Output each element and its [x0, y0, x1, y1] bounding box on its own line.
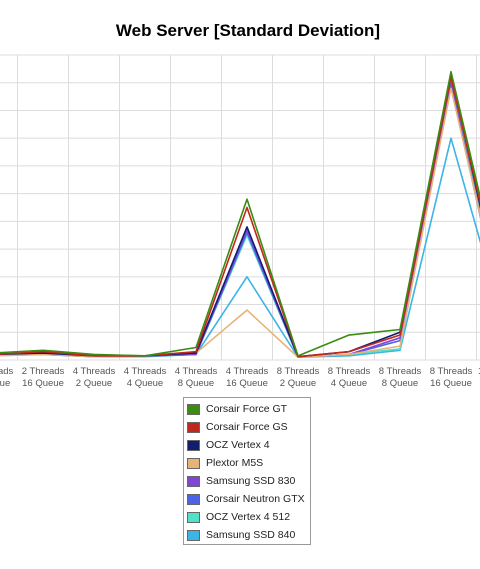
x-tick-label: 2 Threads	[0, 366, 14, 377]
x-tick-label: 8 Threads	[430, 366, 473, 377]
legend-swatch	[187, 403, 200, 415]
chart-legend: Corsair Force GT Corsair Force GS OCZ Vert…	[183, 397, 311, 545]
x-tick-label: 4 Threads	[226, 366, 269, 377]
x-tick-label: 16 Queue	[22, 378, 64, 389]
x-tick-label: 16 Queue	[226, 378, 268, 389]
chart-grid	[0, 54, 480, 361]
series-lines	[0, 70, 480, 359]
x-tick-label: 8 Threads	[277, 366, 320, 377]
legend-item[interactable]: OCZ Vertex 4 512	[187, 508, 307, 526]
x-tick-label: 2 Queue	[0, 378, 10, 389]
legend-label: Corsair Force GS	[206, 421, 288, 433]
series-line	[0, 76, 480, 358]
x-tick-label: 4 Queue	[331, 378, 367, 389]
x-tick-label: 2 Queue	[76, 378, 112, 389]
chart-title: Web Server [Standard Deviation]	[116, 21, 380, 40]
legend-item[interactable]: Samsung SSD 830	[187, 472, 307, 490]
legend-swatch	[187, 475, 200, 487]
legend-label: Samsung SSD 830	[206, 475, 296, 487]
legend-swatch	[187, 457, 200, 469]
legend-label: Corsair Force GT	[206, 403, 288, 415]
x-tick-label: 2 Queue	[280, 378, 316, 389]
x-tick-label: 4 Queue	[127, 378, 163, 389]
legend-item[interactable]: Samsung SSD 840	[187, 526, 307, 544]
legend-item[interactable]: Corsair Neutron GTX	[187, 490, 307, 508]
legend-swatch	[187, 493, 200, 505]
legend-swatch	[187, 439, 200, 451]
x-tick-label: 4 Threads	[175, 366, 218, 377]
legend-item[interactable]: Plextor M5S	[187, 454, 307, 472]
legend-swatch	[187, 421, 200, 433]
x-tick-label: 8 Queue	[178, 378, 214, 389]
x-tick-label: 8 Queue	[382, 378, 418, 389]
legend-item[interactable]: Corsair Force GT	[187, 400, 307, 418]
x-tick-label: 8 Threads	[328, 366, 371, 377]
legend-swatch	[187, 529, 200, 541]
legend-label: Corsair Neutron GTX	[206, 493, 305, 505]
legend-label: OCZ Vertex 4	[206, 439, 270, 451]
series-line	[0, 70, 480, 357]
x-tick-label: 4 Threads	[124, 366, 167, 377]
x-tick-label: 4 Threads	[73, 366, 116, 377]
legend-item[interactable]: OCZ Vertex 4	[187, 436, 307, 454]
legend-label: OCZ Vertex 4 512	[206, 511, 291, 523]
legend-label: Plextor M5S	[206, 457, 264, 469]
series-line	[0, 87, 480, 359]
x-tick-label: 2 Threads	[22, 366, 65, 377]
x-tick-label: 16 Queue	[430, 378, 472, 389]
x-tick-label: 8 Threads	[379, 366, 422, 377]
legend-item[interactable]: Corsair Force GS	[187, 418, 307, 436]
legend-label: Samsung SSD 840	[206, 529, 296, 541]
x-tick-label: 16 Threads	[478, 366, 480, 377]
legend-swatch	[187, 511, 200, 523]
